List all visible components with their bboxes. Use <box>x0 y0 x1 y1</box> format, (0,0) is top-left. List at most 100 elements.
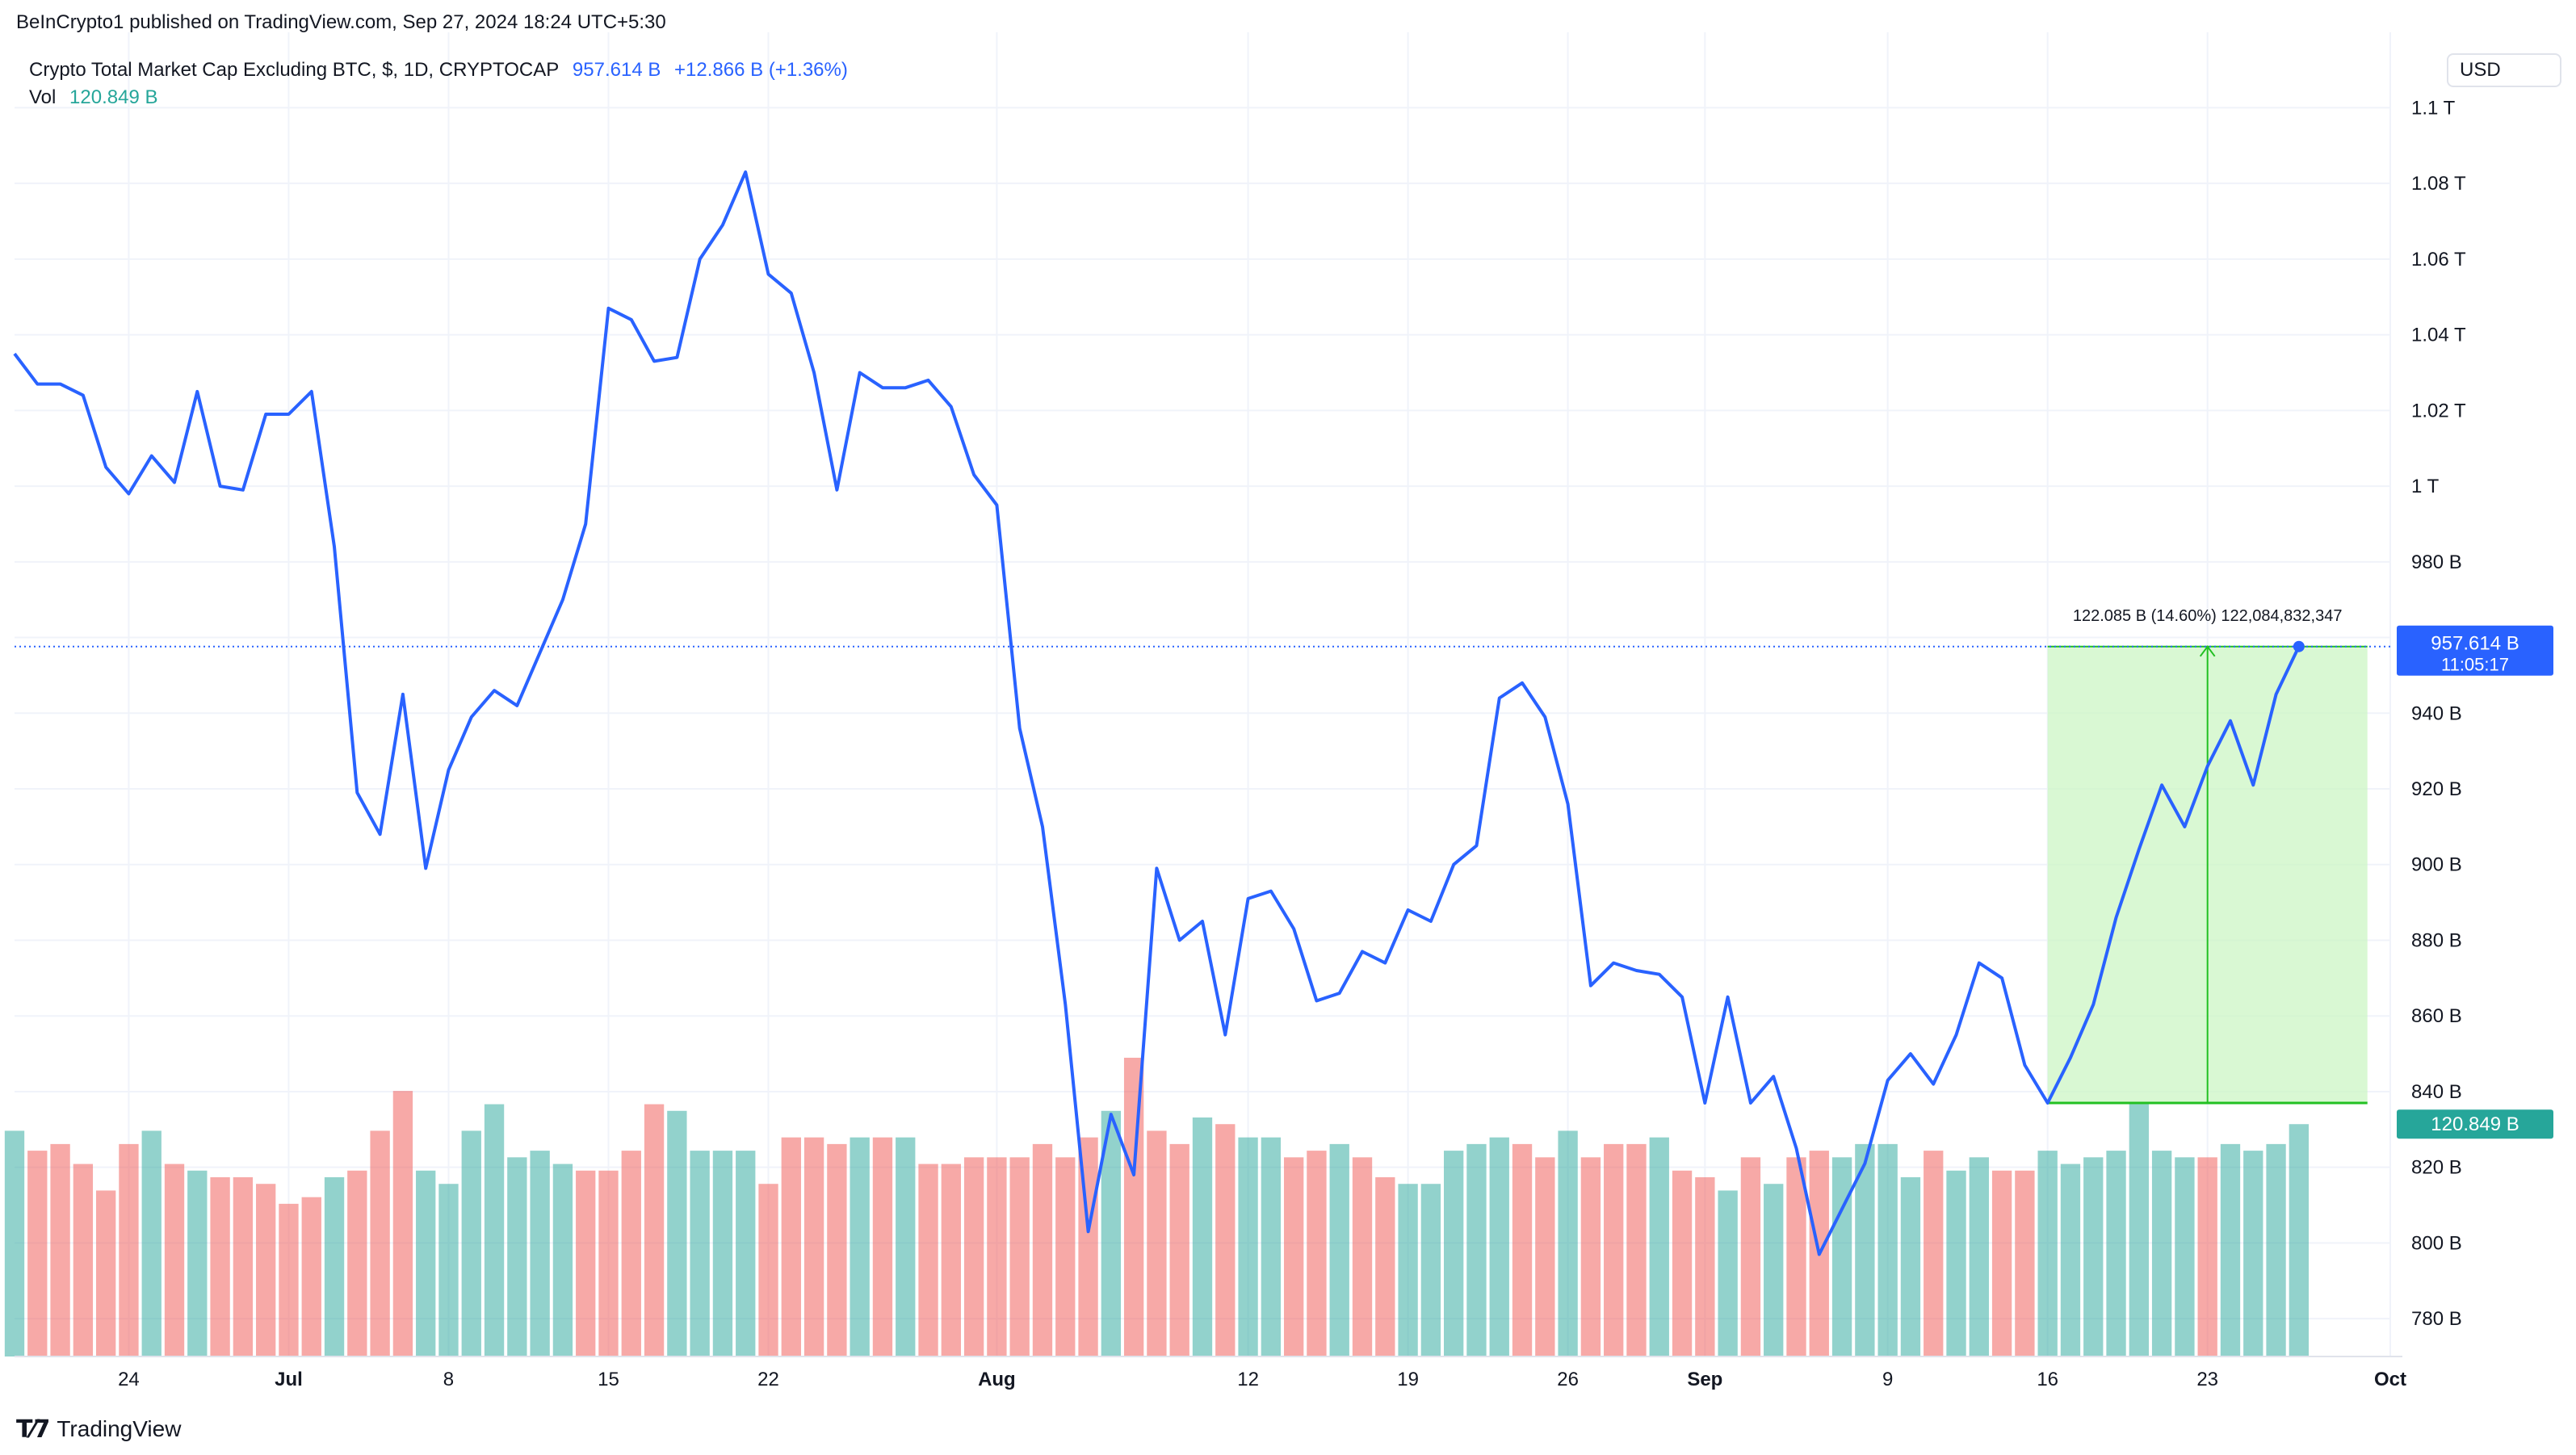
legend-volume-row: Vol 120.849 B <box>29 84 848 111</box>
y-tick-label: 1.06 T <box>2411 249 2466 270</box>
y-tick-label: 1.02 T <box>2411 400 2466 421</box>
volume-bar <box>918 1164 938 1356</box>
volume-bar <box>1924 1151 1944 1356</box>
x-tick-label: 24 <box>118 1369 140 1390</box>
volume-bar <box>941 1164 961 1356</box>
volume-bar <box>1672 1170 1693 1356</box>
volume-bar <box>461 1130 481 1356</box>
volume-bar <box>1307 1151 1327 1356</box>
volume-bar <box>141 1130 162 1356</box>
volume-bar <box>50 1143 70 1356</box>
volume-bar <box>1946 1170 1966 1356</box>
volume-bar <box>1900 1177 1921 1356</box>
legend-symbol-row: Crypto Total Market Cap Excluding BTC, $… <box>29 57 848 84</box>
volume-bar <box>233 1177 254 1356</box>
volume-bar <box>1535 1157 1555 1356</box>
volume-label[interactable]: Vol <box>29 86 57 108</box>
volume-bar <box>2197 1157 2217 1356</box>
volume-bar <box>667 1110 687 1356</box>
volume-bar <box>370 1130 390 1356</box>
volume-bar <box>621 1151 641 1356</box>
volume-bar <box>1991 1170 2012 1356</box>
volume-bar <box>164 1164 185 1356</box>
volume-bar <box>1283 1157 1304 1356</box>
volume-bar <box>872 1137 893 1356</box>
volume-bar <box>2083 1157 2104 1356</box>
volume-bar <box>1649 1137 1669 1356</box>
volume-bar <box>1604 1143 1624 1356</box>
y-tick-label: 920 B <box>2411 778 2462 800</box>
volume-bar <box>781 1137 801 1356</box>
volume-bar <box>187 1170 208 1356</box>
volume-bar <box>1969 1157 1989 1356</box>
volume-bar <box>1261 1137 1282 1356</box>
y-tick-label: 1 T <box>2411 476 2440 497</box>
volume-bar <box>1444 1151 1464 1356</box>
publisher-line: BeInCrypto1 published on TradingView.com… <box>16 11 666 33</box>
y-tick-label: 880 B <box>2411 929 2462 951</box>
volume-bar <box>1032 1143 1053 1356</box>
volume-bar <box>1718 1190 1738 1356</box>
volume-bar <box>95 1190 116 1356</box>
volume-bar <box>1695 1177 1715 1356</box>
volume-bar <box>1192 1117 1213 1356</box>
volume-bar <box>1009 1157 1030 1356</box>
price-axis: 780 B 800 B 820 B 840 B 860 B 880 B 900 B 920 B… <box>2411 97 2466 1330</box>
currency-button[interactable]: USD <box>2447 53 2561 87</box>
x-tick-label: 9 <box>1882 1369 1893 1390</box>
volume-bar <box>438 1184 459 1356</box>
volume-bar <box>1055 1157 1076 1356</box>
volume-bar <box>1877 1143 1898 1356</box>
x-tick-label: 8 <box>443 1369 454 1390</box>
volume-bar <box>1215 1124 1236 1356</box>
volume-bar <box>416 1170 436 1356</box>
volume-bar <box>324 1177 345 1356</box>
brand-name: TradingView <box>57 1416 182 1441</box>
x-tick-label: 16 <box>2037 1369 2058 1390</box>
volume-bar <box>552 1164 573 1356</box>
price-range-measure: 122.085 B (14.60%) 122,084,832,347 <box>2047 607 2368 1105</box>
volume-bar <box>2289 1124 2310 1356</box>
volume-bar <box>2151 1151 2172 1356</box>
volume-bar <box>758 1184 778 1356</box>
volume-bar <box>598 1170 619 1356</box>
volume-bar <box>1489 1137 1509 1356</box>
volume-bar <box>27 1151 48 1356</box>
volume-bar <box>1238 1137 1258 1356</box>
symbol-name[interactable]: Crypto Total Market Cap Excluding BTC, $… <box>29 59 560 81</box>
volume-bar <box>279 1203 299 1356</box>
volume-bar <box>2266 1143 2286 1356</box>
change-value: +12.866 B <box>674 59 764 81</box>
volume-badge <box>2397 1109 2553 1139</box>
time-axis: 24 Jul 8 15 22 Aug 12 19 26 Sep 9 16 23 Oct <box>15 1356 2406 1390</box>
range-measure-label: 122.085 B (14.60%) 122,084,832,347 <box>2073 607 2343 625</box>
x-tick-label: Oct <box>2374 1369 2406 1390</box>
volume-bar <box>2175 1157 2195 1356</box>
volume-bar <box>1420 1184 1441 1356</box>
volume-bar <box>736 1151 756 1356</box>
volume-bar <box>2037 1151 2058 1356</box>
x-tick-label: 15 <box>598 1369 619 1390</box>
x-tick-label: Jul <box>275 1369 303 1390</box>
volume-bars <box>4 1058 2310 1356</box>
volume-bar <box>963 1157 984 1356</box>
tradingview-brand[interactable]: T⁄7 TradingView <box>16 1413 181 1445</box>
last-price-marker <box>2293 640 2305 652</box>
volume-bar <box>803 1137 824 1356</box>
y-tick-label: 1.1 T <box>2411 97 2456 119</box>
volume-bar <box>347 1170 367 1356</box>
y-tick-label: 940 B <box>2411 702 2462 724</box>
volume-bar <box>4 1130 25 1356</box>
volume-bar <box>896 1137 916 1356</box>
volume-bar <box>1626 1143 1647 1356</box>
change-percent: (+1.36%) <box>768 59 848 81</box>
x-tick-label: Sep <box>1687 1369 1722 1390</box>
price-badge <box>2397 625 2553 676</box>
volume-bar <box>301 1197 321 1356</box>
y-tick-label: 980 B <box>2411 551 2462 573</box>
y-tick-label: 1.08 T <box>2411 173 2466 195</box>
range-arrow-head-icon <box>2199 645 2216 657</box>
x-tick-label: 22 <box>757 1369 779 1390</box>
volume-bar <box>2106 1151 2126 1356</box>
